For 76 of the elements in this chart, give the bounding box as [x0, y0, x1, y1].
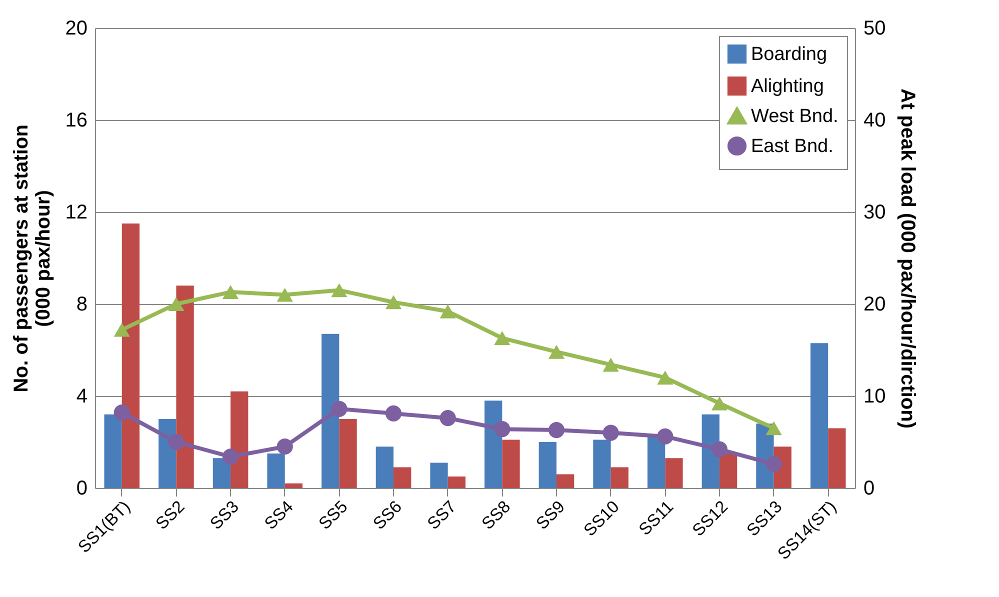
bar — [430, 462, 448, 488]
bar — [322, 334, 340, 488]
y2-tick-label: 0 — [864, 478, 875, 500]
bar — [394, 467, 412, 488]
point — [440, 304, 456, 318]
legend-label: West Bnd. — [751, 106, 838, 127]
y2-tick-label: 50 — [864, 18, 886, 40]
bar — [484, 400, 502, 488]
y2-tick-label: 20 — [864, 294, 886, 316]
x-tick-label: SS9 — [532, 497, 569, 534]
point — [276, 288, 293, 302]
point — [766, 421, 782, 436]
x-tick-label: SS8 — [478, 497, 514, 534]
y-tick-label: 0 — [76, 478, 88, 500]
y-tick-label: 4 — [76, 386, 88, 408]
point — [331, 283, 348, 298]
bar — [610, 467, 628, 488]
y-tick-label: 16 — [65, 110, 88, 132]
bar — [647, 435, 666, 488]
point — [657, 428, 674, 445]
x-tick-label: SS4 — [260, 497, 297, 534]
y-tick-label: 8 — [76, 294, 88, 316]
bar — [212, 458, 231, 488]
point — [548, 344, 565, 359]
point — [440, 410, 456, 426]
bar — [665, 458, 683, 488]
y2-tick-label: 10 — [864, 386, 886, 408]
y2-axis-title: At peak load (000 pax/hour/dirction) — [896, 88, 919, 429]
point — [711, 441, 728, 458]
bar — [104, 414, 122, 488]
y-tick-label: 12 — [65, 202, 88, 224]
legend-label: Boarding — [751, 44, 828, 65]
point — [385, 295, 402, 310]
point — [276, 438, 293, 455]
y2-tick-label: 30 — [864, 202, 886, 224]
bar — [339, 419, 357, 488]
point — [657, 370, 674, 385]
bar — [122, 224, 140, 488]
point — [385, 405, 402, 422]
bar — [719, 454, 738, 488]
point — [602, 424, 619, 441]
bar — [810, 343, 828, 488]
point — [222, 448, 239, 465]
y-axis-title: No. of passengers at station (000 pax/hour) — [10, 124, 54, 392]
bar — [176, 286, 194, 488]
bar — [284, 483, 303, 488]
bar — [230, 391, 248, 488]
x-tick-label: SS6 — [369, 497, 406, 534]
bar — [448, 476, 466, 488]
bar — [556, 474, 574, 488]
point — [331, 400, 348, 417]
point — [766, 456, 782, 472]
point — [168, 434, 184, 450]
point — [711, 396, 728, 410]
x-tick-label: SS7 — [424, 497, 460, 534]
legend-label: East Bnd. — [751, 136, 834, 157]
y2-tick-label: 40 — [864, 110, 886, 132]
point — [548, 422, 565, 438]
point — [114, 404, 130, 421]
y-tick-label: 20 — [65, 18, 88, 40]
point — [222, 285, 239, 300]
bar — [538, 442, 556, 488]
point — [494, 421, 510, 438]
point — [168, 297, 184, 311]
bar — [267, 454, 285, 488]
point — [602, 358, 619, 372]
bar — [376, 446, 394, 488]
point — [114, 322, 130, 337]
x-tick-label: SS3 — [206, 497, 243, 534]
x-tick-label: SS2 — [152, 497, 188, 534]
legend-label: Alighting — [751, 76, 824, 97]
bar — [502, 440, 520, 488]
bar — [593, 440, 611, 488]
x-tick-label: SS5 — [315, 497, 352, 534]
bar — [828, 428, 846, 488]
point — [494, 331, 510, 346]
